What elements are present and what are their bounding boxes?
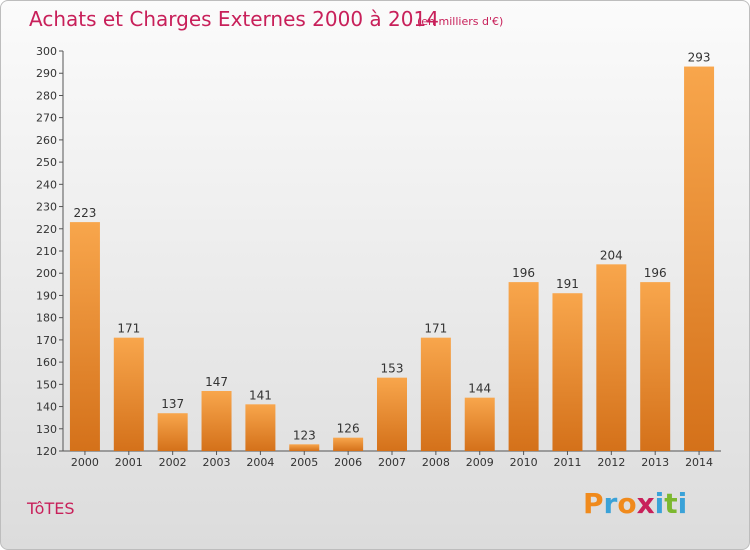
x-tick-label: 2002 xyxy=(159,456,187,469)
x-tick-label: 2012 xyxy=(597,456,625,469)
y-tick-label: 230 xyxy=(36,201,57,214)
x-tick-label: 2009 xyxy=(466,456,494,469)
data-label: 147 xyxy=(205,375,228,389)
x-tick-label: 2010 xyxy=(510,456,538,469)
y-tick-label: 160 xyxy=(36,356,57,369)
logo-letter: P xyxy=(583,487,604,520)
bar xyxy=(113,337,144,451)
y-tick-label: 120 xyxy=(36,445,57,458)
bar xyxy=(420,337,451,451)
y-tick-label: 180 xyxy=(36,312,57,325)
data-label: 223 xyxy=(73,206,96,220)
bar xyxy=(640,282,671,451)
y-tick-label: 240 xyxy=(36,178,57,191)
x-tick-label: 2004 xyxy=(246,456,274,469)
x-tick-label: 2005 xyxy=(290,456,318,469)
x-tick-label: 2011 xyxy=(553,456,581,469)
data-label: 196 xyxy=(644,266,667,280)
bar xyxy=(684,66,715,452)
logo-letter: o xyxy=(617,487,637,520)
data-label: 171 xyxy=(117,322,140,336)
bar xyxy=(552,293,583,451)
y-tick-label: 140 xyxy=(36,401,57,414)
logo-letter: t xyxy=(664,487,678,520)
y-tick-label: 220 xyxy=(36,223,57,236)
x-tick-label: 2003 xyxy=(203,456,231,469)
data-label: 144 xyxy=(468,382,491,396)
y-tick-label: 250 xyxy=(36,156,57,169)
y-tick-label: 260 xyxy=(36,134,57,147)
logo-letter: r xyxy=(603,487,618,520)
bar xyxy=(245,404,276,451)
y-tick-label: 200 xyxy=(36,267,57,280)
commune-name: TôTES xyxy=(27,499,75,518)
y-tick-label: 210 xyxy=(36,245,57,258)
y-tick-label: 270 xyxy=(36,112,57,125)
data-label: 191 xyxy=(556,277,579,291)
x-tick-label: 2006 xyxy=(334,456,362,469)
bar xyxy=(596,264,627,451)
bar xyxy=(201,391,232,451)
data-label: 126 xyxy=(337,422,360,436)
y-tick-label: 300 xyxy=(36,45,57,58)
data-label: 123 xyxy=(293,428,316,442)
x-tick-label: 2000 xyxy=(71,456,99,469)
y-tick-label: 290 xyxy=(36,67,57,80)
bar xyxy=(333,437,364,451)
y-tick-label: 150 xyxy=(36,378,57,391)
data-label: 171 xyxy=(424,322,447,336)
y-tick-label: 130 xyxy=(36,423,57,436)
data-label: 204 xyxy=(600,248,623,262)
logo-letter: x xyxy=(636,487,655,520)
chart-title: Achats et Charges Externes 2000 à 2014 xyxy=(29,7,439,31)
x-tick-label: 2007 xyxy=(378,456,406,469)
data-label: 293 xyxy=(688,51,711,65)
y-tick-label: 190 xyxy=(36,289,57,302)
y-tick-label: 170 xyxy=(36,334,57,347)
data-label: 141 xyxy=(249,388,272,402)
bar xyxy=(508,282,539,451)
chart-unit: (en milliers d'€) xyxy=(417,15,504,28)
data-label: 153 xyxy=(381,362,404,376)
bar xyxy=(69,222,100,451)
bar xyxy=(464,397,495,451)
data-label: 196 xyxy=(512,266,535,280)
logo-letter: i xyxy=(654,487,665,520)
x-tick-label: 2014 xyxy=(685,456,713,469)
bar xyxy=(157,413,188,451)
logo-letter: i xyxy=(677,487,688,520)
proxiti-logo: Proxiti xyxy=(583,487,687,520)
x-tick-label: 2013 xyxy=(641,456,669,469)
y-tick-label: 280 xyxy=(36,89,57,102)
x-tick-label: 2008 xyxy=(422,456,450,469)
data-label: 137 xyxy=(161,397,184,411)
x-tick-label: 2001 xyxy=(115,456,143,469)
bar xyxy=(377,377,407,451)
bar xyxy=(289,444,320,451)
